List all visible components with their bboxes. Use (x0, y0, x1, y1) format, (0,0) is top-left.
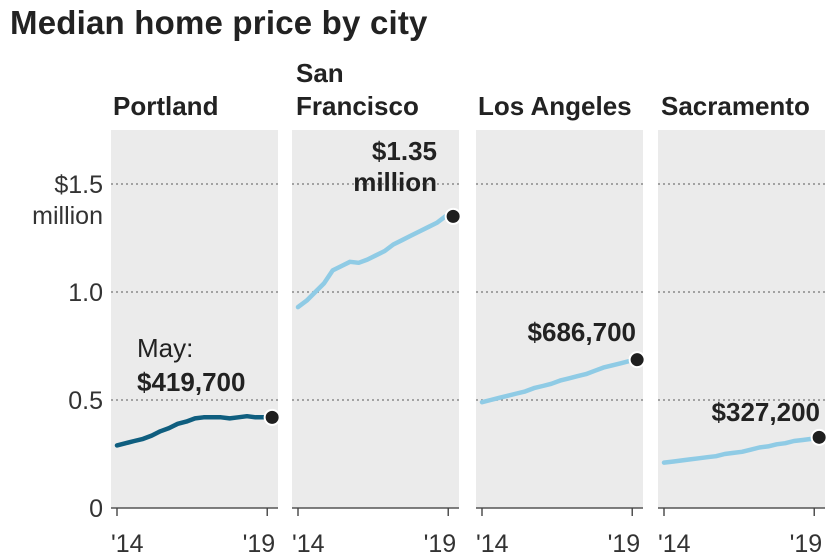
y-tick-label: 0 (89, 495, 103, 523)
y-tick-label: 0.5 (68, 387, 103, 415)
panel-background (658, 130, 825, 508)
y-tick-label: $1.5 (54, 171, 103, 199)
value-callout: $1.35 (372, 136, 437, 166)
panel-title: Los Angeles (478, 91, 632, 121)
panel-background (111, 130, 278, 508)
chart-title: Median home price by city (10, 4, 428, 41)
x-tick-label: '19 (243, 530, 276, 558)
x-tick-label: '14 (476, 530, 509, 558)
x-tick-label: '19 (608, 530, 641, 558)
x-tick-label: '14 (658, 530, 691, 558)
panel-title: Portland (113, 91, 218, 121)
grid-layer (111, 183, 825, 516)
series-layer (114, 207, 828, 465)
panel-title: San (296, 58, 344, 88)
y-tick-label: million (32, 202, 103, 230)
y-axis-labels: 0 0.5 1.0 $1.5 million '14 '19 '14 '19 '14 '19 '14 '… (32, 171, 822, 558)
panel-background (476, 130, 643, 508)
end-marker (810, 428, 828, 446)
end-marker (263, 408, 281, 426)
value-callout: $419,700 (137, 367, 245, 397)
x-tick-label: '19 (424, 530, 457, 558)
value-callout: May: (137, 333, 193, 363)
x-tick-label: '19 (790, 530, 823, 558)
value-callout: $686,700 (528, 317, 636, 347)
panels-layer (111, 130, 825, 508)
panel-title: Sacramento (661, 91, 810, 121)
series-line (114, 413, 275, 448)
x-tick-label: '14 (111, 530, 144, 558)
series-line (479, 357, 640, 405)
value-callout: million (353, 167, 437, 197)
value-callout: $327,200 (712, 397, 820, 427)
panel-title: Francisco (296, 91, 419, 121)
end-marker (444, 207, 462, 225)
x-tick-label: '14 (292, 530, 325, 558)
end-marker (628, 351, 646, 369)
panel-background (292, 130, 459, 508)
y-tick-label: 1.0 (68, 279, 103, 307)
series-line (661, 435, 822, 465)
series-line (295, 214, 456, 310)
